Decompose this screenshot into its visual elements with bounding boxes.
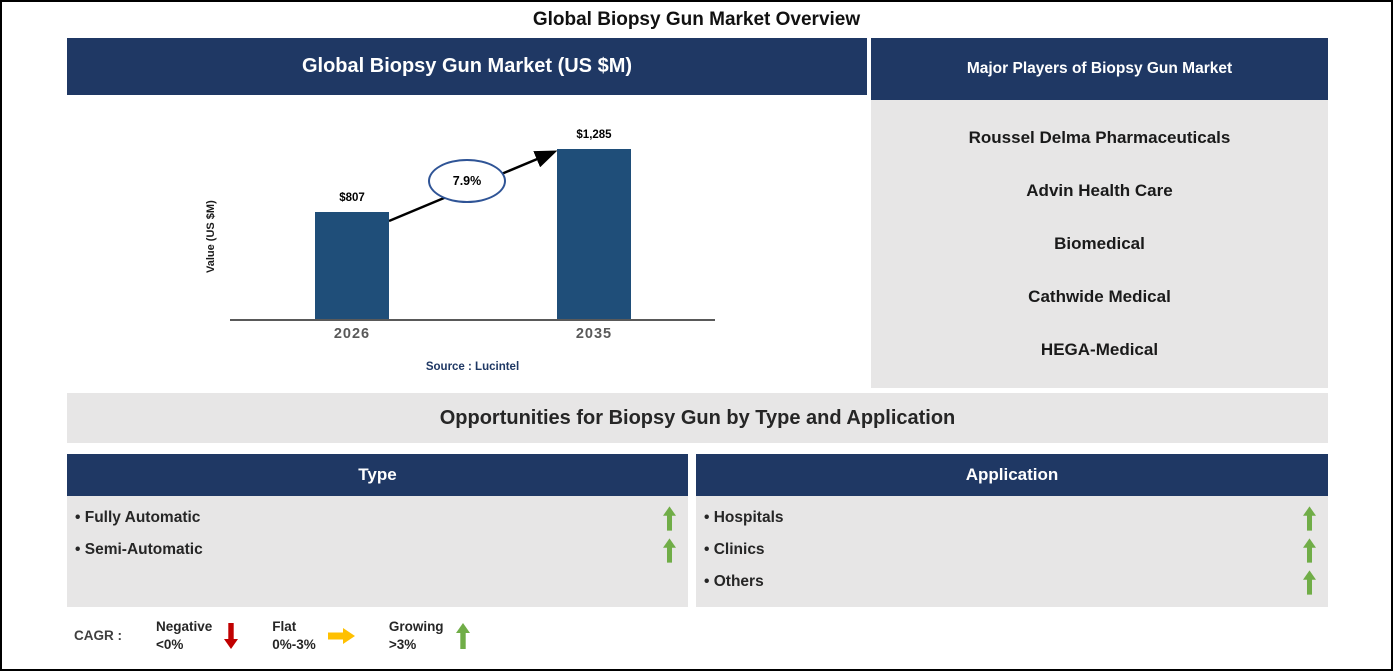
list-item: HEGA-Medical xyxy=(1040,339,1159,359)
x-axis-line xyxy=(230,319,715,321)
legend-entry-negative: Negative <0% xyxy=(156,618,239,653)
up-arrow-icon xyxy=(1303,505,1316,531)
legend-entry-range: >3% xyxy=(388,636,417,652)
legend-entry-label: Negative xyxy=(156,619,213,634)
up-arrow-icon xyxy=(455,622,470,649)
segment-label: Fully Automatic xyxy=(75,509,201,527)
bar-2035 xyxy=(557,149,631,319)
list-item: Advin Health Care xyxy=(1026,181,1173,201)
chart-panel-header: Global Biopsy Gun Market (US $M) xyxy=(67,38,867,95)
segment-label: Others xyxy=(704,573,764,591)
application-list: Hospitals Clinics Others xyxy=(696,496,1328,607)
list-item: Roussel Delma Pharmaceuticals xyxy=(968,128,1231,148)
legend-entry-range: 0%-3% xyxy=(272,636,316,652)
legend-entry-flat: Flat 0%-3% xyxy=(272,618,355,653)
growth-arrow xyxy=(388,150,558,223)
type-column: Type Fully Automatic Semi-Automatic xyxy=(67,454,688,607)
page-title: Global Biopsy Gun Market Overview xyxy=(532,9,861,30)
legend-text: Flat 0%-3% xyxy=(272,618,316,653)
x-tick-2026: 2026 xyxy=(333,326,371,342)
major-players-panel: Major Players of Biopsy Gun Market Rouss… xyxy=(871,38,1328,388)
cagr-legend: CAGR : Negative <0% Flat 0%-3% Growing >… xyxy=(74,618,1328,653)
application-column: Application Hospitals Clinics Others xyxy=(696,454,1328,607)
players-list: Roussel Delma Pharmaceuticals Advin Heal… xyxy=(871,100,1328,388)
market-chart-panel: Global Biopsy Gun Market (US $M) Value (… xyxy=(67,38,867,388)
legend-entry-range: <0% xyxy=(156,636,184,652)
application-header: Application xyxy=(696,454,1328,496)
type-list: Fully Automatic Semi-Automatic xyxy=(67,496,688,607)
list-item: Others xyxy=(704,566,1316,598)
legend-entry-growing: Growing >3% xyxy=(389,618,470,653)
right-arrow-icon xyxy=(327,627,355,644)
bar-chart: Value (US $M) 7.9% $807 $1,285 xyxy=(67,95,867,388)
growth-rate-label: 7.9% xyxy=(452,174,482,188)
x-tick-2035: 2035 xyxy=(575,326,613,342)
segment-label: Hospitals xyxy=(704,509,784,527)
list-item: Fully Automatic xyxy=(75,502,676,534)
players-panel-header: Major Players of Biopsy Gun Market xyxy=(871,38,1328,100)
legend-text: Negative <0% xyxy=(156,618,212,653)
legend-entry-label: Growing xyxy=(388,619,444,634)
growth-ellipse: 7.9% xyxy=(428,159,506,203)
legend-entry-label: Flat xyxy=(272,619,297,634)
bar-value-2026: $807 xyxy=(339,192,365,204)
list-item: Clinics xyxy=(704,534,1316,566)
bar-value-2035: $1,285 xyxy=(576,129,612,141)
list-item: Hospitals xyxy=(704,502,1316,534)
up-arrow-icon xyxy=(1303,569,1316,595)
type-header: Type xyxy=(67,454,688,496)
segment-label: Semi-Automatic xyxy=(75,541,203,559)
top-row: Global Biopsy Gun Market (US $M) Value (… xyxy=(67,38,1328,388)
opportunities-banner: Opportunities for Biopsy Gun by Type and… xyxy=(67,393,1328,443)
up-arrow-icon xyxy=(663,537,676,563)
up-arrow-icon xyxy=(1303,537,1316,563)
source-note: Source : Lucintel xyxy=(425,361,520,373)
list-item: Cathwide Medical xyxy=(1028,286,1171,306)
segments-row: Type Fully Automatic Semi-Automatic Appl… xyxy=(67,454,1328,607)
up-arrow-icon xyxy=(663,505,676,531)
legend-text: Growing >3% xyxy=(389,618,444,653)
bar-2026 xyxy=(315,212,389,319)
down-arrow-icon xyxy=(224,622,239,649)
cagr-label: CAGR : xyxy=(74,628,122,644)
segment-label: Clinics xyxy=(704,541,765,559)
list-item: Biomedical xyxy=(1054,233,1145,253)
list-item: Semi-Automatic xyxy=(75,534,676,566)
